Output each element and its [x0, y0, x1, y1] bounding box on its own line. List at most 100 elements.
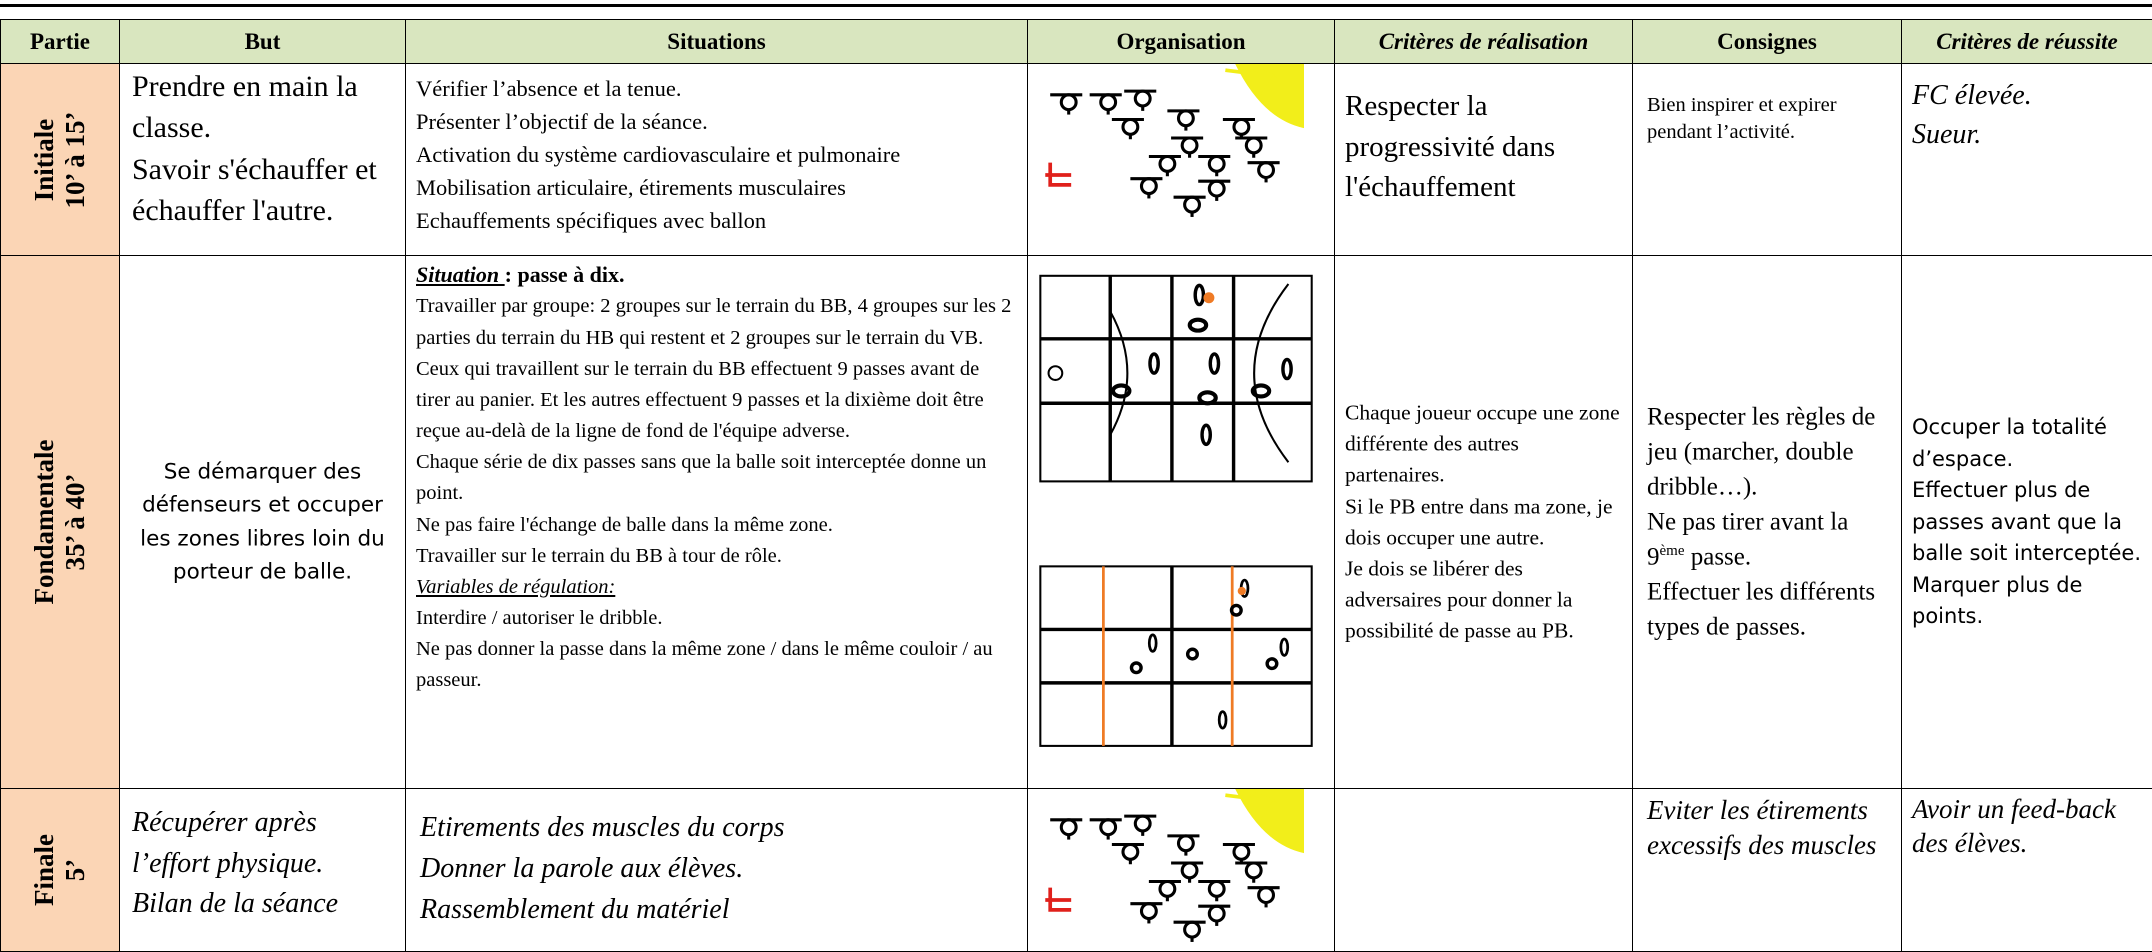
header-cell: But: [119, 19, 406, 64]
header-cell: Consignes: [1632, 19, 1902, 64]
player: [1250, 383, 1272, 399]
cell-content: Situation : passe à dix. Travailler par g…: [406, 256, 1027, 698]
player: [1265, 657, 1279, 671]
text-line: Activation du système cardiovasculaire e…: [416, 142, 901, 168]
cell-content: Récupérer après l’effort physique. Bilan …: [120, 789, 405, 939]
text-line: Occuper la totalité d’espace.: [1912, 414, 2107, 471]
header-cell: Critères de réussite: [1901, 19, 2152, 64]
figure-head: [1059, 93, 1078, 112]
but-cell: Récupérer après l’effort physique. Bilan …: [119, 788, 406, 952]
partie-cell: Initiale 10’ à 15’: [0, 63, 120, 256]
header-cell: Partie: [0, 19, 120, 64]
top-rule: [0, 4, 2152, 7]
text-line: 10’ à 15’: [60, 111, 90, 208]
situations-cell: Situation : passe à dix. Travailler par g…: [405, 255, 1028, 789]
figure-head: [1176, 109, 1195, 128]
ball: [1203, 292, 1215, 304]
header-cell: Situations: [405, 19, 1028, 64]
player: [1185, 647, 1199, 661]
header-cell: Critères de réalisation: [1334, 19, 1633, 64]
cell-content: Chaque joueur occupe une zone différente…: [1335, 397, 1632, 646]
cell-content: Etirements des muscles du corps Donner la…: [406, 789, 1027, 948]
player: [1279, 637, 1290, 657]
text-line: Vérifier l’absence et la tenue.: [416, 76, 682, 101]
text-line: Chaque série de dix passes sans que la b…: [416, 451, 987, 505]
criteres-reussite-cell: Occuper la totalité d’espace. Effectuer p…: [1901, 255, 2152, 789]
consignes-cell: Respecter les règles de jeu (marcher, do…: [1632, 255, 1902, 789]
court-arc: [1109, 310, 1129, 436]
cell-content: Se démarquer des défenseurs et occuper l…: [120, 455, 405, 588]
court: [1039, 565, 1313, 747]
sun-ray: [1225, 793, 1275, 804]
header-text: Organisation: [1116, 28, 1246, 54]
teacher: [1045, 887, 1072, 912]
but-cell: Prendre en main la classe. Savoir s'échau…: [119, 63, 406, 256]
partie-label: Initiale 10’ à 15’: [29, 111, 91, 208]
text-line: Je dois se libérer des adversaires pour …: [1345, 556, 1574, 643]
figure-head: [1139, 177, 1158, 196]
text-line: Finale: [28, 834, 59, 906]
figure-head: [1183, 920, 1201, 939]
figure-head: [1183, 195, 1201, 214]
header-cell: Organisation: [1027, 19, 1335, 64]
partie-cell: Finale 5’: [0, 788, 120, 952]
header-text: But: [244, 28, 281, 54]
text-line: Respecter les règles de jeu (marcher, do…: [1647, 403, 1876, 501]
text-line: Marquer plus de points.: [1912, 572, 2083, 628]
figure-head: [1059, 818, 1078, 837]
figure-head: [1121, 842, 1140, 861]
text: passe.: [1684, 543, 1752, 571]
cell-content: Eviter les étirements excessifs des musc…: [1633, 789, 1901, 867]
text-line: Ceux qui travaillent sur le terrain du B…: [416, 357, 984, 443]
text-line: Fondamentale: [28, 439, 59, 605]
text-line: Effectuer les différents types de passes…: [1647, 578, 1876, 641]
header-text: Situations: [667, 28, 766, 54]
figure-head: [1257, 161, 1276, 180]
text-line: Bien inspirer et expirer pendant l’activ…: [1647, 94, 1837, 143]
cell-content: Respecter la progressivité dans l'échauf…: [1335, 64, 1632, 230]
superscript: ème: [1659, 543, 1685, 560]
text-line: Si le PB entre dans ma zone, je dois occ…: [1345, 493, 1613, 549]
text-line: Bilan de la séance: [132, 888, 339, 920]
cell-content: Vérifier l’absence et la tenue. Présenter…: [406, 64, 1027, 245]
text-line: Donner la parole aux élèves.: [420, 853, 744, 885]
organisation-cell: [1027, 63, 1335, 256]
player: [1147, 633, 1158, 653]
text-line: Avoir un feed-back des élèves.: [1912, 794, 2116, 858]
header-text: Partie: [29, 28, 90, 54]
figure-head: [1207, 179, 1226, 198]
court-arc: [1253, 283, 1290, 463]
text-line: Savoir s'échauffer et échauffer l'autre.: [132, 152, 377, 228]
figure-head: [1207, 904, 1226, 923]
cell-content: Prendre en main la classe. Savoir s'échau…: [120, 64, 405, 234]
text-line: Respecter la progressivité dans l'échauf…: [1345, 90, 1556, 204]
partie-cell: Fondamentale 35’ à 40’: [0, 255, 120, 789]
situation-label: Situation: [416, 262, 505, 287]
sun-ray: [1225, 68, 1275, 79]
text-line: Interdire / autoriser le dribble.: [416, 607, 663, 629]
text-line: Prendre en main la classe.: [132, 70, 358, 145]
figure-head: [1180, 861, 1199, 880]
situations-cell: Etirements des muscles du corps Donner la…: [405, 788, 1028, 952]
consignes-cell: Eviter les étirements excessifs des musc…: [1632, 788, 1902, 952]
player: [1229, 603, 1243, 617]
partie-label: Finale 5’: [29, 834, 91, 906]
text-line: Rassemblement du matériel: [420, 894, 730, 926]
player: [1208, 352, 1221, 375]
text-line: Echauffements spécifiques avec ballon: [416, 208, 767, 234]
criteres-realisation-cell: Respecter la progressivité dans l'échauf…: [1334, 63, 1633, 256]
player: [1200, 423, 1212, 447]
text-line: Etirements des muscles du corps: [420, 812, 785, 843]
figure-head: [1133, 814, 1152, 833]
text-line: Ne pas tirer avant la 9ème passe.: [1647, 505, 1887, 575]
player: [1193, 283, 1206, 307]
figure-head: [1180, 136, 1199, 155]
criteres-realisation-cell: [1334, 788, 1633, 952]
text-line: Mobilisation articulaire, étirements mus…: [416, 175, 846, 201]
figure-head: [1139, 902, 1158, 921]
player: [1281, 357, 1293, 381]
cell-content: Avoir un feed-back des élèves.: [1902, 789, 2152, 865]
cell-content: FC élevée. Sueur.: [1902, 64, 2152, 166]
figure-head: [1133, 89, 1152, 108]
organisation-cell: [1027, 255, 1335, 789]
